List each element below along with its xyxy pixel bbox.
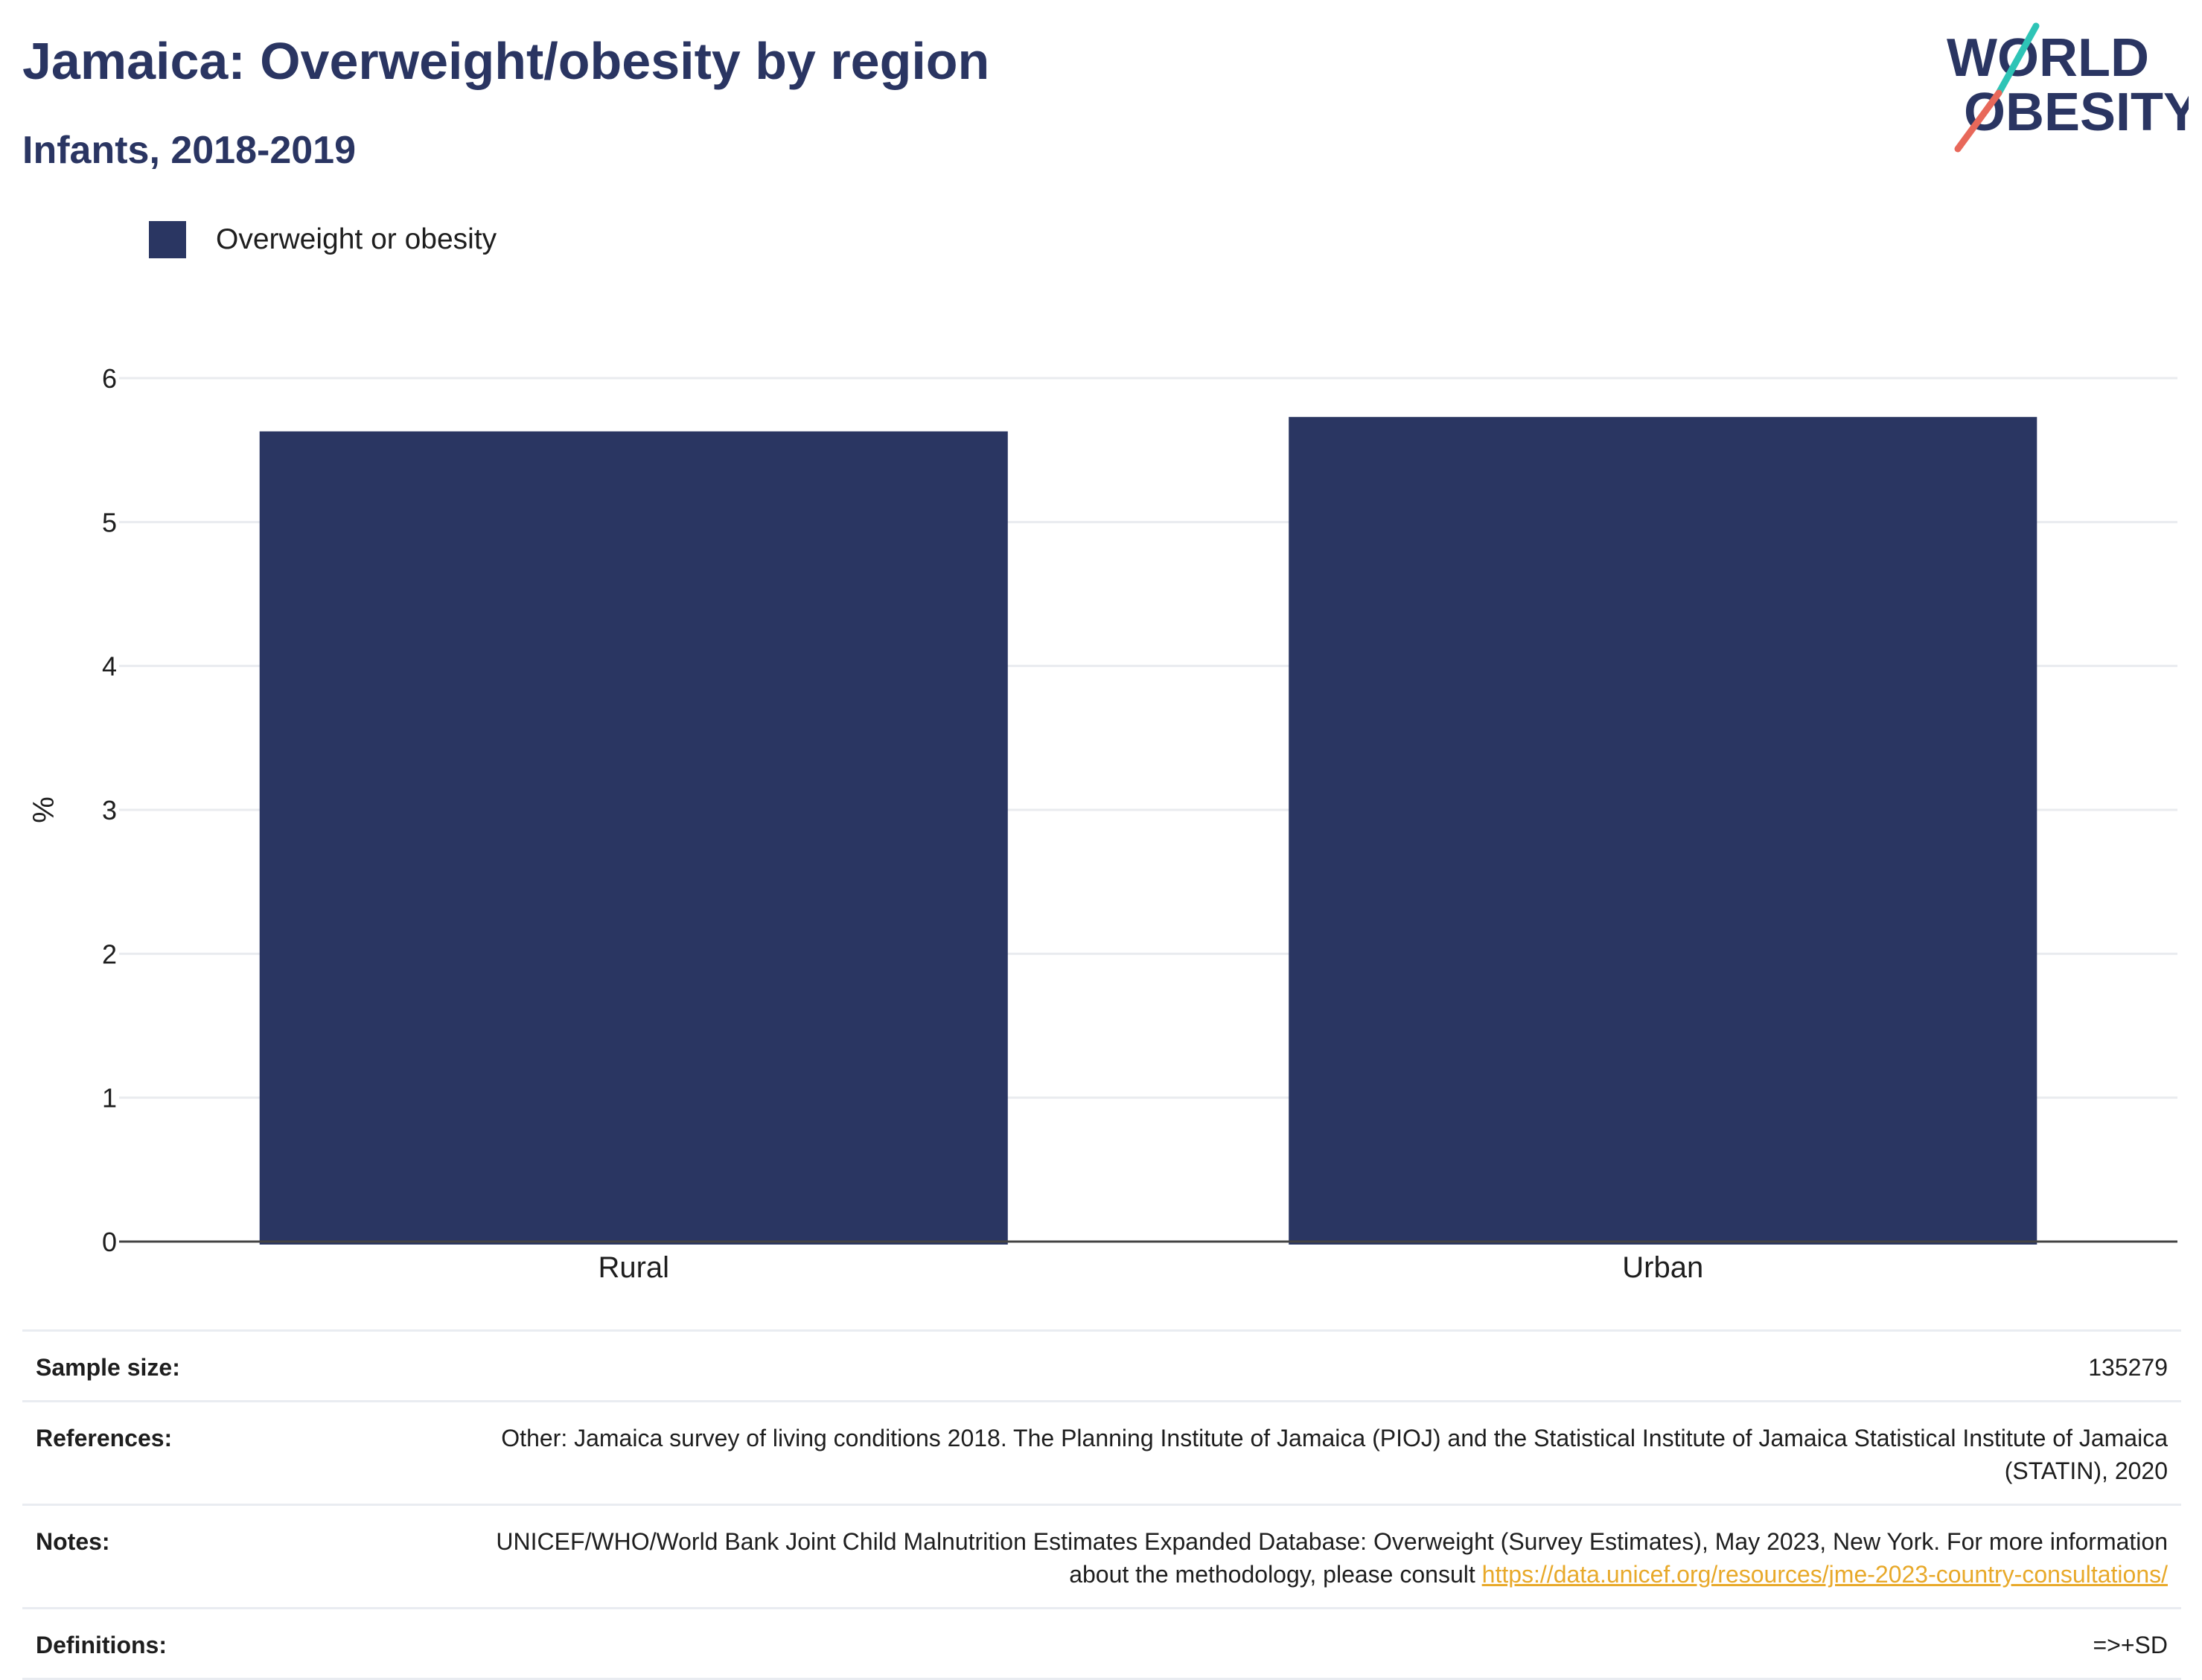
sample-size-row: Sample size: 135279: [22, 1329, 2181, 1400]
y-tick-label: 2: [102, 939, 117, 969]
y-tick-label: 6: [102, 363, 117, 394]
bar-chart: 0 1 2 3 4 5 6% Rural Urban: [28, 363, 2177, 1284]
references-row: References: Other: Jamaica survey of liv…: [22, 1400, 2181, 1504]
world-obesity-logo: WORLD OBESITY: [1947, 22, 2189, 153]
bar-urban: [1289, 417, 2037, 1245]
notes-text: UNICEF/WHO/World Bank Joint Child Malnut…: [496, 1528, 2168, 1588]
x-tick-label: Rural: [598, 1251, 669, 1284]
y-tick-label: 0: [102, 1227, 117, 1257]
metadata-table: Sample size: 135279 References: Other: J…: [22, 1329, 2181, 1680]
definitions-value: =>+SD: [2093, 1632, 2168, 1658]
chart-legend: Overweight or obesity: [149, 221, 497, 258]
x-tick-label: Urban: [1622, 1251, 1703, 1284]
legend-label: Overweight or obesity: [216, 223, 497, 255]
legend-swatch: [149, 221, 186, 258]
y-tick-label: 5: [102, 507, 117, 537]
logo-slash-teal: [1995, 22, 2040, 97]
y-tick-label: 1: [102, 1083, 117, 1114]
logo-line-1: WORLD: [1947, 28, 2149, 88]
notes-link[interactable]: https://data.unicef.org/resources/jme-20…: [1481, 1561, 2168, 1588]
notes-row: Notes: UNICEF/WHO/World Bank Joint Child…: [22, 1504, 2181, 1607]
sample-size-label: Sample size:: [36, 1354, 180, 1381]
y-axis-title: %: [28, 796, 60, 823]
logo-slash-coral: [1954, 89, 2002, 153]
notes-label: Notes:: [36, 1528, 110, 1555]
y-tick-label: 3: [102, 795, 117, 825]
notes-value: UNICEF/WHO/World Bank Joint Child Malnut…: [456, 1525, 2168, 1591]
sample-size-value: 135279: [2088, 1354, 2168, 1381]
page-title: Jamaica: Overweight/obesity by region: [22, 32, 990, 90]
references-value: Other: Jamaica survey of living conditio…: [501, 1425, 2168, 1484]
page-subtitle: Infants, 2018-2019: [22, 129, 357, 172]
definitions-row: Definitions: =>+SD: [22, 1607, 2181, 1680]
y-tick-label: 4: [102, 651, 117, 682]
definitions-label: Definitions:: [36, 1632, 167, 1658]
bar-rural: [259, 431, 1008, 1245]
references-label: References:: [36, 1425, 173, 1451]
